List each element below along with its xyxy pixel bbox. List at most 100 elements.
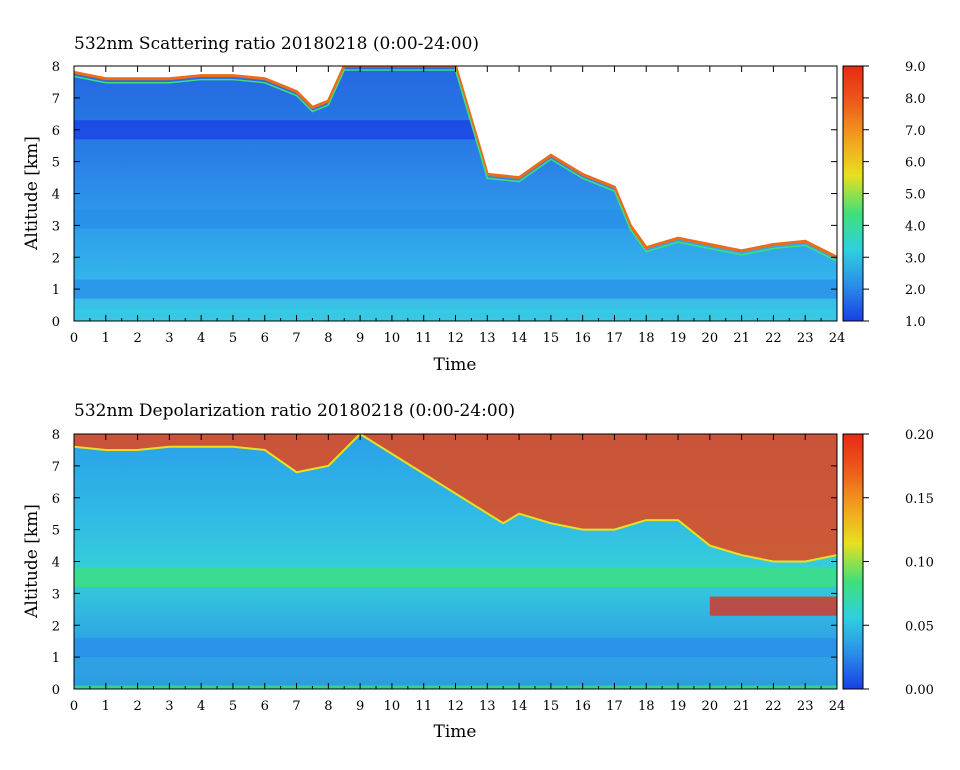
x-tick-label: 21 [733, 331, 750, 346]
x-tick-label: 14 [511, 699, 528, 714]
colorbar-tick-label: 0.10 [905, 556, 934, 571]
colorbar-tick-label: 7.0 [905, 124, 926, 139]
x-tick-label: 11 [415, 699, 432, 714]
x-tick-label: 12 [447, 699, 464, 714]
x-tick-label: 3 [165, 331, 173, 346]
x-tick-label: 7 [292, 331, 300, 346]
scattering-ylabel: Altitude [km] [22, 136, 42, 251]
colorbar-tick-label: 0.15 [905, 492, 934, 507]
x-tick-label: 11 [415, 331, 432, 346]
scattering-title: 532nm Scattering ratio 20180218 (0:00-24… [74, 34, 479, 54]
y-tick-label: 1 [52, 283, 60, 298]
x-tick-label: 15 [543, 699, 560, 714]
scattering-xlabel: Time [434, 355, 477, 375]
x-tick-label: 0 [70, 699, 78, 714]
depolarization-edge-line [74, 434, 837, 563]
x-tick-label: 2 [133, 699, 141, 714]
y-tick-label: 8 [52, 60, 60, 75]
colorbar-tick-label: 5.0 [905, 188, 926, 203]
colorbar-tick-label: 0.20 [905, 428, 934, 443]
x-tick-label: 17 [606, 699, 623, 714]
y-tick-label: 2 [52, 619, 60, 634]
x-tick-label: 18 [638, 699, 655, 714]
high-depolarization-region [74, 434, 837, 562]
x-tick-label: 9 [356, 699, 364, 714]
x-tick-label: 13 [479, 331, 496, 346]
depolarization-colorbar [842, 433, 864, 690]
cloud-edge-line [74, 66, 837, 259]
x-tick-label: 18 [638, 331, 655, 346]
x-tick-label: 10 [384, 699, 401, 714]
x-tick-label: 10 [384, 331, 401, 346]
x-tick-label: 1 [102, 699, 110, 714]
y-tick-label: 5 [52, 156, 60, 171]
x-tick-label: 16 [574, 699, 591, 714]
colorbar-tick-label: 1.0 [905, 315, 926, 330]
x-tick-label: 23 [797, 699, 814, 714]
x-tick-label: 17 [606, 331, 623, 346]
x-tick-label: 6 [261, 331, 269, 346]
y-tick-label: 0 [52, 315, 60, 330]
colorbar-tick-label: 2.0 [905, 283, 926, 298]
x-tick-label: 23 [797, 331, 814, 346]
x-tick-label: 21 [733, 699, 750, 714]
colorbar-tick-label: 3.0 [905, 251, 926, 266]
layer-band-low-cloud [709, 596, 837, 616]
depolarization-title: 532nm Depolarization ratio 20180218 (0:0… [74, 401, 515, 421]
x-tick-label: 4 [197, 331, 205, 346]
x-tick-label: 20 [702, 331, 719, 346]
depolarization-xlabel: Time [434, 722, 477, 742]
x-tick-label: 16 [574, 331, 591, 346]
x-tick-label: 6 [261, 699, 269, 714]
y-tick-label: 2 [52, 251, 60, 266]
colorbar-tick-label: 9.0 [905, 60, 926, 75]
colorbar-tick-label: 6.0 [905, 156, 926, 171]
x-tick-label: 8 [324, 331, 332, 346]
x-tick-label: 0 [70, 331, 78, 346]
x-tick-label: 24 [829, 331, 846, 346]
x-tick-label: 7 [292, 699, 300, 714]
colorbar-tick-label: 0.05 [905, 619, 934, 634]
y-tick-label: 6 [52, 124, 60, 139]
layer-band-dust-layer [74, 567, 837, 587]
x-tick-label: 8 [324, 699, 332, 714]
x-tick-label: 2 [133, 331, 141, 346]
layer-band-near-surface [74, 309, 837, 314]
y-tick-label: 8 [52, 428, 60, 443]
colorbar-tick-label: 0.00 [905, 683, 934, 698]
x-tick-label: 24 [829, 699, 846, 714]
x-tick-label: 20 [702, 699, 719, 714]
y-tick-label: 3 [52, 219, 60, 234]
y-tick-label: 7 [52, 460, 60, 475]
x-tick-label: 5 [229, 331, 237, 346]
layer-band-boundary-layer [74, 638, 837, 658]
x-tick-label: 22 [765, 699, 782, 714]
y-tick-label: 1 [52, 651, 60, 666]
y-tick-label: 7 [52, 92, 60, 107]
x-tick-label: 15 [543, 331, 560, 346]
x-tick-label: 19 [670, 699, 687, 714]
y-tick-label: 4 [52, 556, 60, 571]
x-tick-label: 14 [511, 331, 528, 346]
colorbar-tick-label: 4.0 [905, 219, 926, 234]
cloud-mask-region [74, 66, 837, 258]
x-tick-label: 12 [447, 331, 464, 346]
x-tick-label: 1 [102, 331, 110, 346]
x-tick-label: 5 [229, 699, 237, 714]
depolarization-ylabel: Altitude [km] [22, 504, 42, 619]
colorbar-tick-label: 8.0 [905, 92, 926, 107]
x-tick-label: 9 [356, 331, 364, 346]
x-tick-label: 4 [197, 699, 205, 714]
y-tick-label: 4 [52, 188, 60, 203]
y-tick-label: 6 [52, 492, 60, 507]
x-tick-label: 22 [765, 331, 782, 346]
layer-band-boundary-layer [74, 279, 837, 299]
x-tick-label: 19 [670, 331, 687, 346]
depolarization-ratio-panel: 532nm Depolarization ratio 20180218 (0:0… [22, 401, 934, 742]
scattering-colorbar [842, 65, 864, 322]
scattering-ratio-panel: 532nm Scattering ratio 20180218 (0:00-24… [22, 34, 926, 375]
x-tick-label: 3 [165, 699, 173, 714]
y-tick-label: 5 [52, 524, 60, 539]
y-tick-label: 0 [52, 683, 60, 698]
